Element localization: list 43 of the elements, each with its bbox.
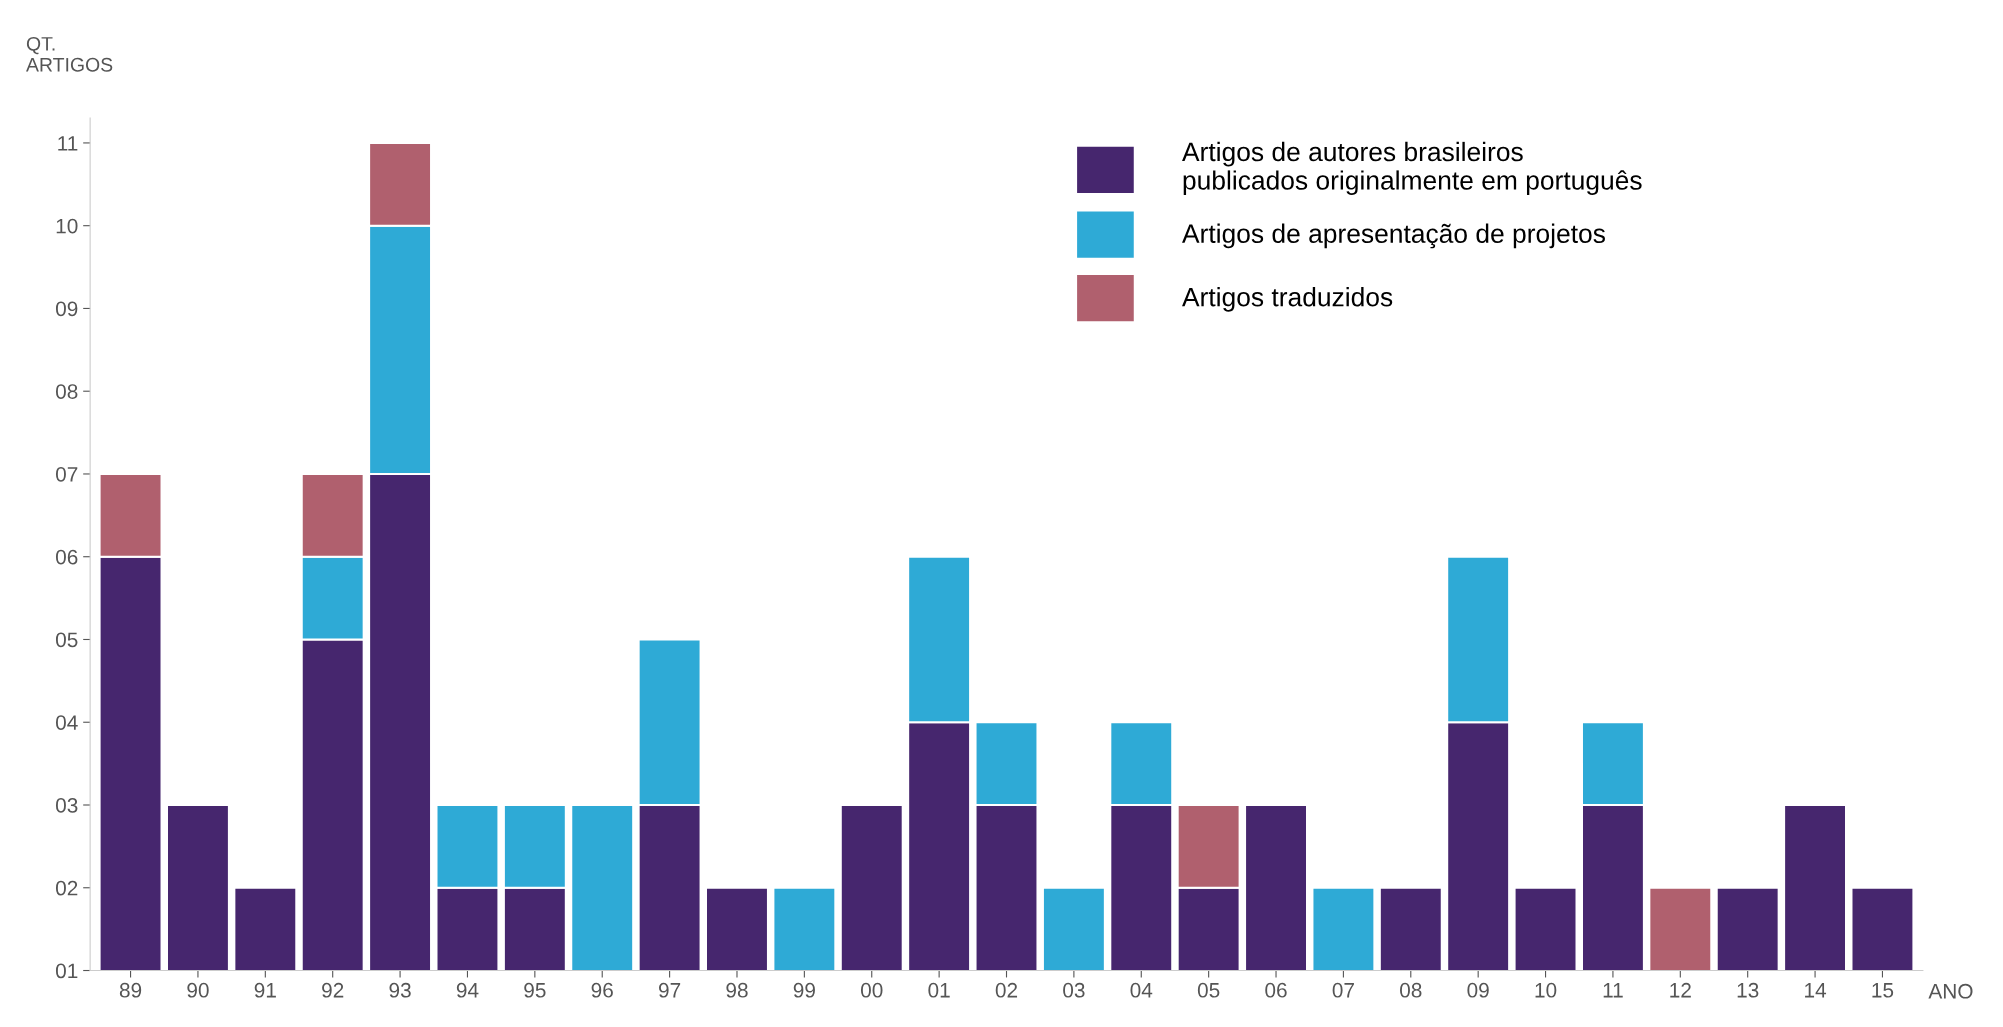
y-tick-label: 02: [55, 880, 78, 896]
x-tick-label: 04: [1130, 982, 1153, 998]
y-tick-label: 03: [55, 798, 78, 813]
y-tick-label: 01: [55, 963, 78, 979]
legend-label: Artigos traduzidos: [1182, 287, 1393, 312]
x-tick-label: 08: [1400, 982, 1422, 998]
x-axis-title: ANO: [1928, 983, 1973, 999]
x-tick-label: 96: [591, 982, 613, 998]
x-tick-label: 05: [1197, 982, 1220, 998]
x-tick-label: 06: [1265, 982, 1287, 998]
y-axis-title: QT. ARTIGOS: [26, 36, 113, 72]
x-tick-label: 92: [322, 982, 344, 998]
x-tick-label: 07: [1332, 982, 1354, 998]
y-tick-label: 05: [55, 632, 78, 648]
x-tick-label: 02: [995, 982, 1018, 998]
x-tick-label: 09: [1467, 982, 1489, 998]
x-tick-label: 11: [1603, 983, 1623, 998]
y-tick-label: 09: [55, 301, 78, 317]
x-tick-label: 01: [928, 982, 950, 998]
y-tick-label: 06: [55, 549, 78, 565]
legend-label: Artigos de apresentação de projetos: [1182, 223, 1605, 249]
x-tick-label: 00: [860, 982, 883, 998]
y-tick-label: 07: [55, 466, 78, 482]
x-tick-label: 14: [1805, 983, 1827, 998]
x-tick-label: 03: [1063, 982, 1085, 998]
x-tick-label: 13: [1737, 982, 1759, 998]
x-tick-label: 12: [1670, 982, 1691, 998]
x-tick-label: 98: [726, 982, 748, 998]
x-tick-label: 93: [389, 982, 411, 998]
y-tick-label: 10: [56, 218, 78, 234]
x-tick-label: 10: [1535, 982, 1557, 998]
x-tick-label: 99: [793, 982, 815, 998]
x-tick-label: 97: [659, 982, 681, 998]
x-tick-label: 95: [524, 982, 546, 998]
y-tick-label: 08: [55, 384, 78, 399]
x-tick-label: 91: [254, 982, 276, 998]
y-tick-label: 04: [55, 715, 78, 730]
x-tick-label: 89: [119, 982, 142, 998]
x-tick-label: 94: [456, 982, 479, 998]
legend-label: Artigos de autores brasileiros publicados originalmente em português: [1182, 141, 1642, 195]
x-tick-label: 90: [187, 982, 209, 998]
y-tick-label: 11: [58, 136, 78, 151]
x-tick-label: 15: [1872, 983, 1894, 998]
